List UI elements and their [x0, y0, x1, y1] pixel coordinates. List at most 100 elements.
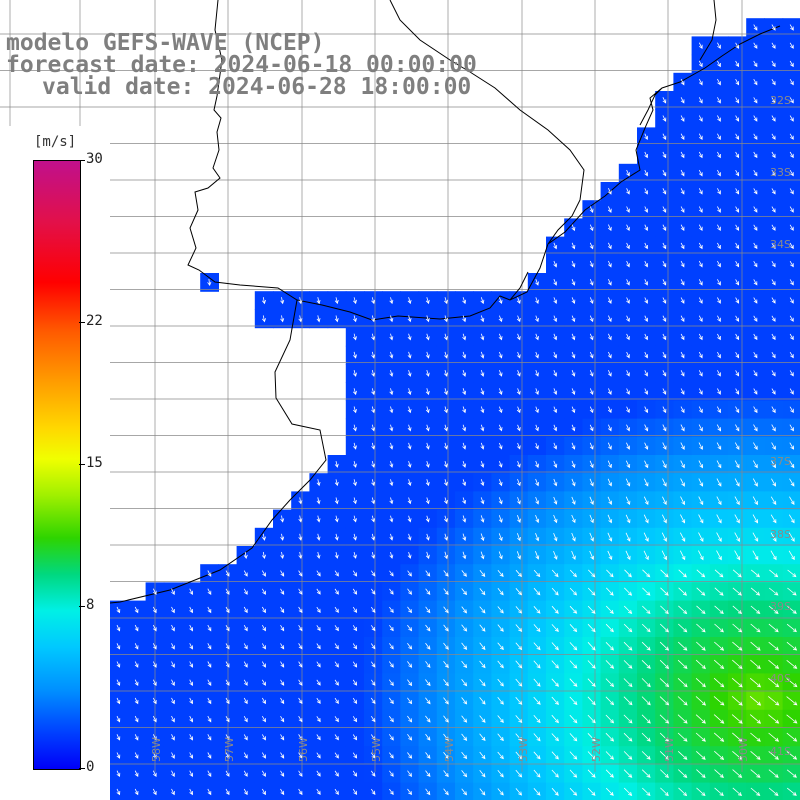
wind-arrow	[389, 315, 394, 323]
wind-arrow	[789, 60, 794, 68]
wind-cell	[782, 764, 800, 784]
wind-arrow	[225, 606, 230, 614]
wind-arrow	[678, 569, 687, 578]
wind-arrow	[735, 315, 739, 322]
wind-arrow	[134, 734, 139, 741]
wind-arrow	[735, 352, 739, 359]
wind-arrow	[571, 370, 576, 377]
wind-cell	[436, 782, 456, 800]
wind-cell	[345, 782, 365, 800]
wind-arrow	[461, 588, 468, 596]
wind-arrow	[623, 678, 633, 688]
wind-cell	[764, 782, 784, 800]
wind-arrow	[607, 297, 612, 304]
wind-arrow	[786, 696, 798, 706]
wind-arrow	[298, 734, 303, 741]
wind-arrow	[370, 679, 376, 686]
wind-arrow	[389, 570, 394, 577]
wind-arrow	[626, 370, 630, 377]
wind-arrow	[589, 297, 594, 304]
wind-cell	[782, 673, 800, 693]
latitude-label: 39S	[770, 600, 791, 613]
wind-arrow	[497, 788, 504, 796]
wind-arrow	[717, 42, 721, 50]
wind-arrow	[535, 406, 539, 414]
valid-date: valid date: 2024-06-28 18:00:00	[42, 74, 472, 100]
wind-arrow	[623, 714, 633, 724]
wind-arrow	[462, 388, 467, 396]
wind-arrow	[353, 460, 357, 468]
wind-arrow	[731, 677, 743, 688]
wind-arrow	[280, 588, 285, 595]
wind-arrow	[334, 588, 339, 595]
wind-arrow	[717, 351, 721, 359]
wind-arrow	[535, 370, 539, 377]
wind-arrow	[462, 515, 467, 523]
wind-arrow	[298, 788, 303, 796]
wind-arrow	[680, 496, 685, 506]
wind-arrow	[551, 642, 559, 651]
wind-arrow	[280, 624, 285, 632]
wind-arrow	[189, 624, 193, 632]
wind-arrow	[334, 497, 339, 505]
wind-arrow	[479, 697, 486, 705]
wind-arrow	[750, 641, 761, 651]
wind-arrow	[225, 697, 230, 705]
wind-arrow	[316, 752, 321, 759]
wind-arrow	[444, 460, 448, 468]
longitude-label: 57W	[223, 737, 236, 762]
wind-arrow	[659, 714, 670, 724]
wind-arrow	[626, 206, 630, 213]
wind-arrow	[679, 550, 686, 561]
wind-arrow	[768, 696, 780, 706]
wind-arrow	[479, 570, 486, 577]
wind-arrow	[225, 716, 230, 723]
wind-arrow	[389, 551, 394, 559]
wind-arrow	[587, 751, 596, 760]
wind-arrow	[207, 570, 212, 577]
wind-arrow	[370, 661, 376, 668]
wind-arrow	[298, 588, 303, 595]
wind-cell	[782, 509, 800, 529]
wind-arrow	[334, 770, 339, 777]
wind-arrow	[717, 315, 721, 323]
wind-arrow	[479, 588, 486, 596]
wind-arrow	[660, 587, 669, 596]
wind-arrow	[771, 115, 776, 122]
wind-arrow	[789, 370, 794, 377]
wind-arrow	[298, 661, 303, 668]
wind-arrow	[516, 424, 521, 432]
wind-arrow	[735, 406, 740, 414]
wind-cell	[782, 746, 800, 765]
wind-arrow	[771, 97, 776, 104]
wind-cell	[782, 273, 800, 292]
wind-arrow	[298, 697, 303, 705]
wind-arrow	[352, 697, 358, 704]
wind-arrow	[626, 169, 630, 177]
wind-arrow	[695, 714, 706, 724]
wind-arrow	[680, 97, 685, 104]
wind-arrow	[732, 641, 743, 651]
wind-arrow	[533, 751, 541, 760]
wind-arrow	[714, 641, 725, 651]
wind-arrow	[553, 496, 558, 505]
wind-arrow	[371, 351, 376, 359]
wind-arrow	[444, 297, 448, 305]
wind-arrow	[753, 224, 758, 231]
wind-arrow	[625, 478, 631, 487]
wind-arrow	[461, 770, 468, 778]
wind-arrow	[533, 606, 541, 614]
wind-arrow	[171, 788, 175, 796]
wind-arrow	[696, 751, 706, 760]
wind-arrow	[680, 424, 685, 432]
wind-arrow	[750, 587, 761, 596]
wind-arrow	[298, 570, 303, 577]
wind-arrow	[225, 625, 230, 632]
wind-arrow	[515, 624, 523, 632]
wind-arrow	[587, 623, 596, 633]
wind-arrow	[407, 388, 412, 396]
wind-arrow	[497, 733, 504, 742]
wind-arrow	[316, 588, 321, 595]
wind-arrow	[353, 424, 357, 432]
wind-arrow	[551, 624, 559, 633]
